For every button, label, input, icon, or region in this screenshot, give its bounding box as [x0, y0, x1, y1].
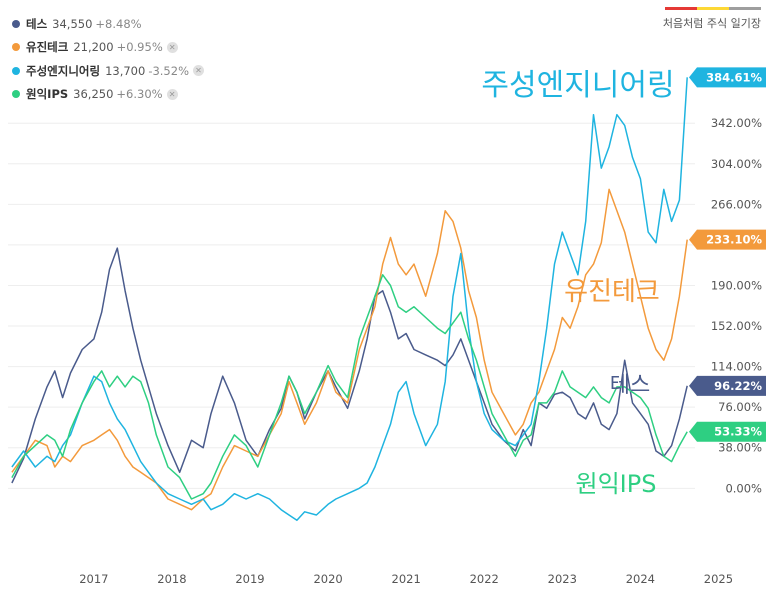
brand: 처음처럼 주식 일기장: [663, 7, 761, 31]
last-value-flag: [689, 421, 766, 442]
series-line: [11, 274, 688, 500]
series-big-label: 테스: [610, 373, 650, 398]
legend-item-eugene[interactable]: 유진테크 21,200 +0.95% ✕: [12, 36, 204, 60]
brand-label: 처음처럼 주식 일기장: [662, 17, 761, 30]
legend-change: -3.52%: [148, 63, 189, 78]
legend: 테스 34,550 +8.48% 유진테크 21,200 +0.95% ✕ 주성…: [12, 12, 204, 106]
last-value-label: 384.61%: [706, 70, 762, 84]
y-tick-label: 0.00%: [725, 481, 762, 495]
y-tick-label: 114.00%: [711, 360, 762, 374]
legend-name: 테스: [26, 16, 48, 31]
remove-icon[interactable]: ✕: [193, 65, 204, 77]
legend-item-tes[interactable]: 테스 34,550 +8.48%: [12, 12, 204, 36]
last-value-flag: [689, 229, 766, 250]
x-tick-label: 2022: [470, 572, 499, 586]
y-axis-ticks: 0.00%38.00%76.00%114.00%152.00%190.00%22…: [711, 116, 762, 495]
y-tick-label: 38.00%: [718, 441, 762, 455]
last-value-label: 233.10%: [706, 233, 762, 247]
y-tick-label: 190.00%: [711, 278, 762, 292]
legend-dot: [12, 19, 20, 28]
legend-name: 주성엔지니어링: [26, 63, 101, 78]
remove-icon[interactable]: ✕: [166, 88, 178, 100]
x-tick-label: 2020: [313, 572, 342, 586]
legend-change: +6.30%: [116, 87, 163, 102]
y-tick-label: 304.00%: [711, 157, 762, 171]
series-big-label: 원익IPS: [576, 470, 657, 498]
series-line: [11, 188, 688, 511]
series-lines: [11, 77, 688, 522]
legend-price: 13,700: [105, 63, 146, 78]
legend-item-jusung[interactable]: 주성엔지니어링 13,700 -3.52% ✕: [12, 59, 204, 83]
x-tick-label: 2017: [79, 572, 108, 586]
brand-color-bar: [665, 7, 761, 10]
x-tick-label: 2025: [704, 572, 733, 586]
last-value-label: 96.22%: [714, 379, 762, 393]
x-tick-label: 2023: [548, 572, 577, 586]
x-tick-label: 2018: [157, 572, 186, 586]
legend-item-wonik[interactable]: 원익IPS 36,250 +6.30% ✕: [12, 83, 204, 107]
last-value-flags: 96.22% 233.10% 384.61% 53.33%: [689, 67, 766, 442]
x-axis-ticks: 2017 2018 2019 2020 2021 2022 2023 2024 2025: [79, 572, 733, 586]
legend-price: 21,200: [73, 40, 114, 55]
legend-change: +0.95%: [116, 40, 163, 55]
x-tick-label: 2019: [235, 572, 264, 586]
legend-dot: [12, 90, 20, 99]
x-tick-label: 2021: [392, 572, 421, 586]
legend-name: 유진테크: [26, 40, 69, 55]
legend-name: 원익IPS: [26, 87, 69, 102]
y-tick-label: 76.00%: [718, 400, 762, 414]
y-tick-label: 266.00%: [711, 197, 762, 211]
legend-change: +8.48%: [95, 16, 142, 31]
legend-price: 36,250: [73, 87, 114, 102]
legend-price: 34,550: [52, 16, 93, 31]
series-big-label: 유진테크: [564, 277, 660, 307]
y-tick-label: 342.00%: [711, 116, 762, 130]
last-value-label: 53.33%: [714, 425, 762, 439]
series-line: [11, 247, 688, 484]
x-tick-label: 2024: [626, 572, 655, 586]
last-value-flag: [689, 375, 766, 396]
remove-icon[interactable]: ✕: [166, 41, 178, 53]
y-gridlines: [8, 122, 695, 489]
series-big-label: 주성엔지니어링: [481, 68, 674, 103]
legend-dot: [12, 66, 20, 75]
last-value-flag: [689, 67, 766, 88]
legend-dot: [12, 43, 20, 52]
y-tick-label: 152.00%: [711, 319, 762, 333]
series-line: [11, 77, 688, 522]
